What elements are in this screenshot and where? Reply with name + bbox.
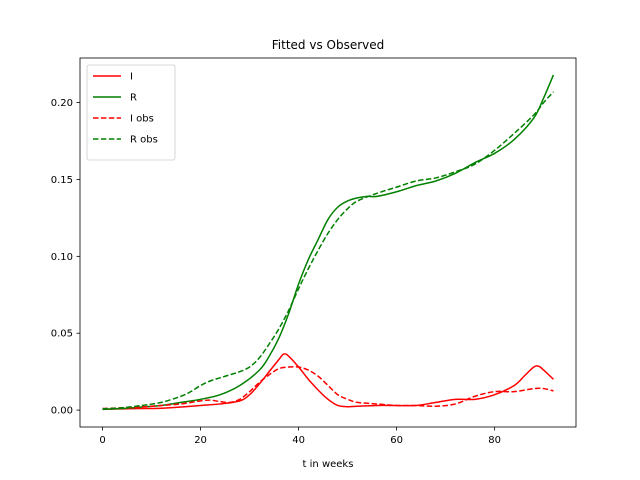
- y-tick-label: 0.15: [51, 175, 73, 186]
- series-line-r-obs: [102, 91, 555, 410]
- x-axis-label: t in weeks: [303, 459, 354, 470]
- x-tick-label: 20: [194, 435, 207, 446]
- y-tick-label: 0.05: [51, 329, 73, 340]
- legend: IR I obs R obs: [86, 64, 176, 161]
- legend-label-i: I: [130, 72, 133, 83]
- legend-box: [86, 64, 176, 161]
- series-line-i-obs: [102, 365, 554, 410]
- x-tick-label: 80: [488, 435, 501, 446]
- x-tick-label: 40: [292, 435, 305, 446]
- x-tick-label: 60: [390, 435, 403, 446]
- series-line-r: [102, 74, 555, 411]
- chart-title: Fitted vs Observed: [272, 38, 385, 52]
- y-tick-label: 0.20: [51, 98, 73, 109]
- series-line-i: [102, 353, 554, 411]
- legend-label-r-obs: R obs: [130, 135, 158, 146]
- legend-label-i-obs: I obs: [130, 114, 154, 125]
- x-tick-label: 0: [99, 435, 105, 446]
- series-layer: [102, 74, 555, 411]
- y-tick-label: 0.10: [51, 252, 73, 263]
- y-tick-label: 0.00: [51, 406, 73, 417]
- plot-frame: [79, 57, 577, 428]
- legend-label-r: R: [130, 93, 137, 104]
- axis-layer: 0 20 40 60 80 0.00 0.05 0.10 0.15 0.20: [51, 98, 501, 446]
